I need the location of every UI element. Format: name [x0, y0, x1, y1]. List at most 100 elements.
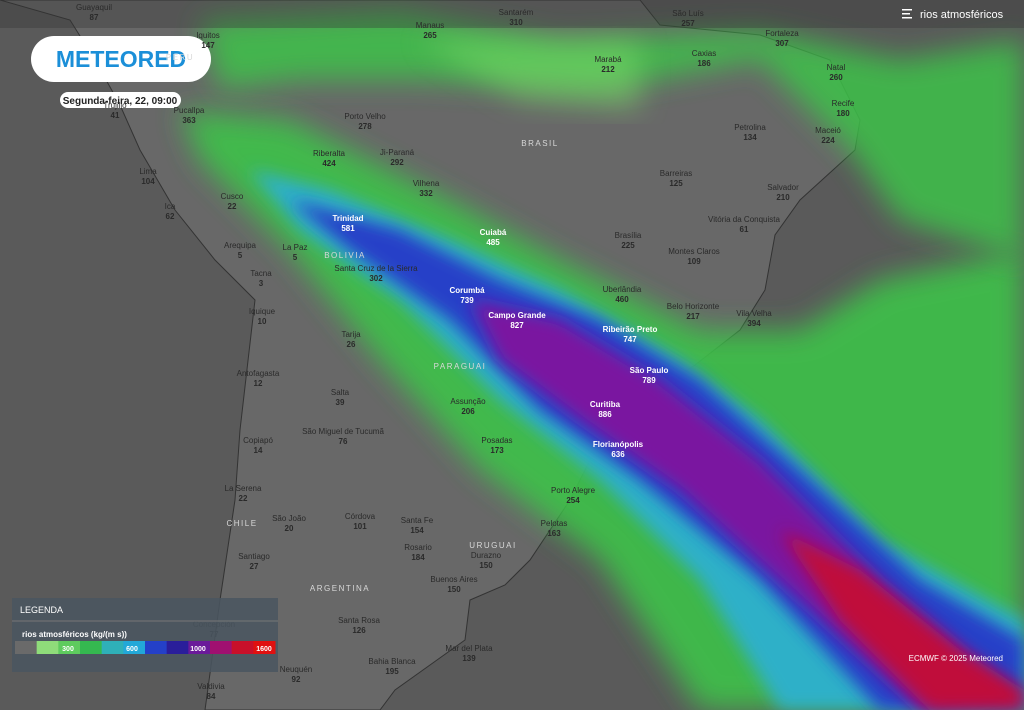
city-name: Tacna	[250, 269, 272, 278]
city-value: 739	[460, 296, 474, 305]
city-name: Santiago	[238, 552, 270, 561]
city-value: 394	[747, 319, 761, 328]
city-name: Iquitos	[196, 31, 220, 40]
atmospheric-river	[180, 10, 1024, 710]
city-name: La Serena	[225, 484, 262, 493]
city-value: 217	[686, 312, 700, 321]
city-value: 61	[740, 225, 749, 234]
city-name: Barreiras	[660, 169, 692, 178]
city-name: Posadas	[481, 436, 512, 445]
city-value: 134	[743, 133, 757, 142]
city-value: 424	[322, 159, 336, 168]
layer-button[interactable]: rios atmosféricos	[902, 9, 1004, 21]
legend: LEGENDA rios atmosféricos (kg/(m s)) 300…	[12, 598, 278, 672]
city-value: 363	[182, 116, 196, 125]
city-name: Marabá	[594, 55, 622, 64]
layer-icon	[902, 9, 912, 19]
city-name: Riberalta	[313, 149, 346, 158]
city-value: 126	[352, 626, 366, 635]
city-value: 22	[239, 494, 248, 503]
city-name: Salvador	[767, 183, 799, 192]
legend-swatch	[210, 641, 233, 654]
city-value: 150	[479, 561, 493, 570]
city-name: Assunção	[450, 397, 486, 406]
city-name: Guayaquil	[76, 3, 112, 12]
city-value: 827	[510, 321, 524, 330]
city-name: Tarija	[341, 330, 361, 339]
city-name: Montes Claros	[668, 247, 720, 256]
city-value: 747	[623, 335, 637, 344]
city-value: 163	[547, 529, 561, 538]
logo: METEORED	[56, 46, 186, 72]
top-bar	[0, 0, 1024, 28]
city-value: 254	[566, 496, 580, 505]
city-name: São João	[272, 514, 306, 523]
city-value: 225	[621, 241, 635, 250]
city-value: 186	[697, 59, 711, 68]
legend-swatch	[101, 641, 124, 654]
legend-swatch	[231, 641, 254, 654]
city-name: Arequipa	[224, 241, 257, 250]
city-name: Campo Grande	[488, 311, 546, 320]
legend-tick: 1600	[256, 646, 272, 653]
city-value: 636	[611, 450, 625, 459]
city-name: Lima	[139, 167, 157, 176]
city-value: 260	[829, 73, 843, 82]
legend-label: rios atmosféricos (kg/(m s))	[22, 630, 127, 639]
legend-swatch	[36, 641, 59, 654]
city-value: 212	[601, 65, 615, 74]
city-name: Pelotas	[541, 519, 568, 528]
city-value: 224	[821, 136, 835, 145]
city-name: Curitiba	[590, 400, 621, 409]
city-name: São Paulo	[630, 366, 669, 375]
date-pill	[60, 92, 181, 108]
city-name: La Paz	[283, 243, 308, 252]
country-label: PERU	[166, 53, 194, 62]
city-name: Córdova	[345, 512, 376, 521]
legend-swatch	[123, 641, 146, 654]
city-name: Trinidad	[332, 214, 363, 223]
city-name: Copiapó	[243, 436, 273, 445]
city-name: Fortaleza	[765, 29, 799, 38]
city-value: 5	[293, 253, 298, 262]
city-value: 310	[509, 18, 523, 27]
city-value: 20	[285, 524, 294, 533]
city-value: 26	[347, 340, 356, 349]
layer-name: rios atmosféricos	[920, 9, 1004, 21]
city-name: Durazno	[471, 551, 502, 560]
city-value: 581	[341, 224, 355, 233]
city-name: Vitória da Conquista	[708, 215, 780, 224]
city-name: São Luís	[672, 9, 704, 18]
city-value: 265	[423, 31, 437, 40]
city-value: 12	[254, 379, 263, 388]
city-name: Maceió	[815, 126, 841, 135]
city-value: 14	[254, 446, 263, 455]
legend-tick: 1000	[190, 646, 206, 653]
